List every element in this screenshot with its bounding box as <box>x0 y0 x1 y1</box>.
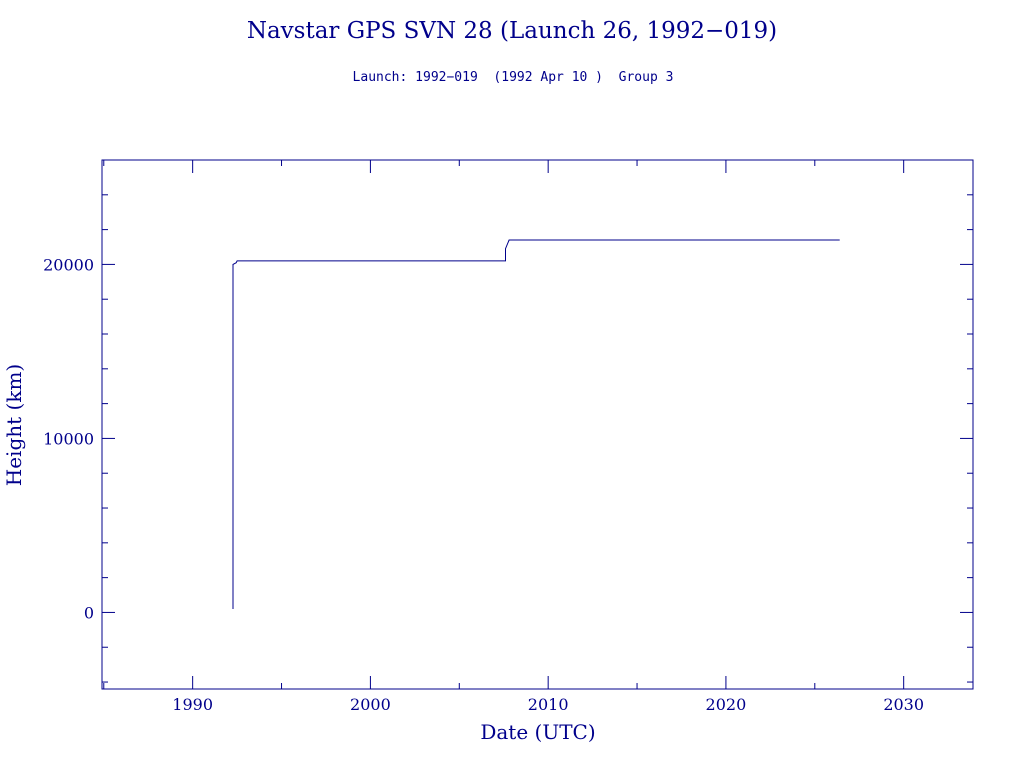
x-tick-labels: 1990 2000 2010 2020 2030 <box>172 695 924 714</box>
x-tick-label: 2030 <box>883 695 924 714</box>
y-tick-label: 0 <box>84 603 94 622</box>
chart-title: Navstar GPS SVN 28 (Launch 26, 1992−019) <box>247 18 777 44</box>
plot-frame <box>101 159 974 690</box>
x-tick-label: 2000 <box>350 695 391 714</box>
axis-ticks <box>102 159 973 689</box>
y-axis-label: Height (km) <box>2 364 26 486</box>
x-tick-label: 1990 <box>172 695 213 714</box>
y-tick-label: 20000 <box>43 255 94 274</box>
y-tick-labels: 0 10000 20000 <box>43 255 94 622</box>
x-tick-label: 2020 <box>706 695 747 714</box>
x-axis-label: Date (UTC) <box>480 720 595 744</box>
chart-subtitle: Launch: 1992−019 (1992 Apr 10 ) Group 3 <box>353 70 674 85</box>
series-group <box>232 239 840 609</box>
y-tick-label: 10000 <box>43 429 94 448</box>
height-series-line <box>232 239 840 609</box>
x-tick-label: 2010 <box>528 695 569 714</box>
